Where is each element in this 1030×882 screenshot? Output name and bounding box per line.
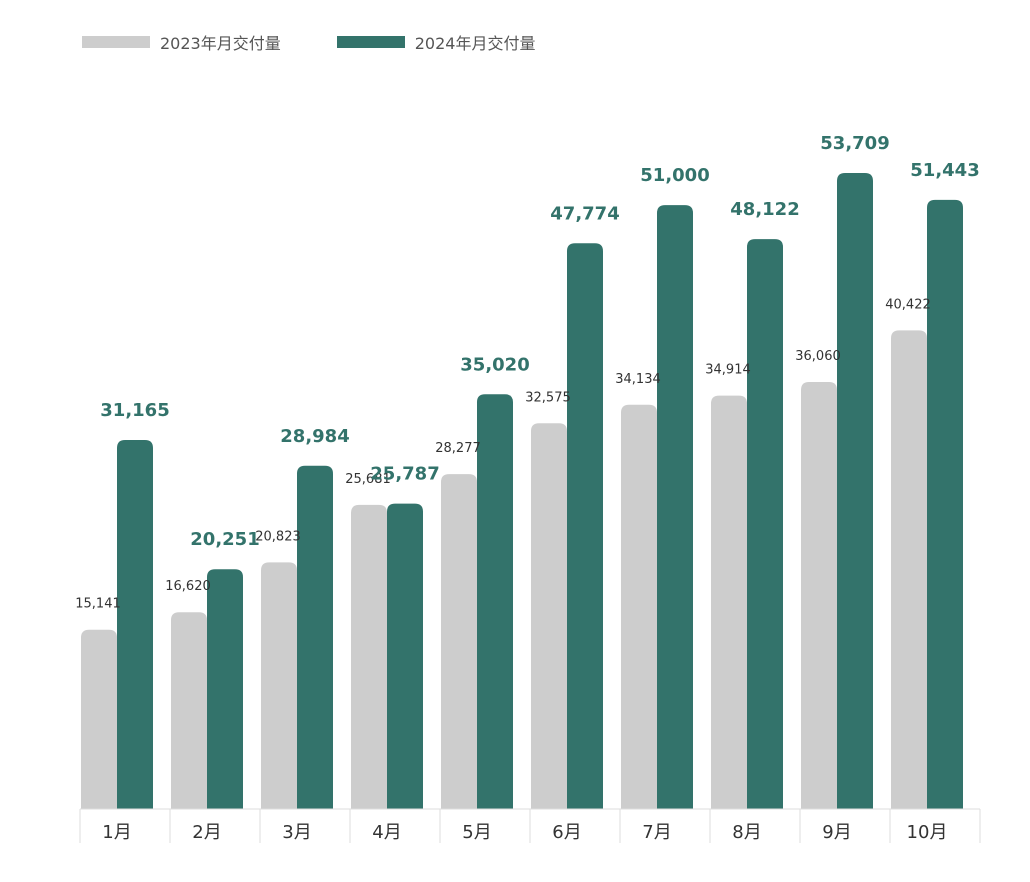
bar-2024-4 [387,503,423,809]
legend-label-2023: 2023年月交付量 [160,34,281,53]
label-2023-7: 34,134 [615,372,661,387]
label-2024-5: 35,020 [460,354,529,375]
legend-item-2023: 2023年月交付量 [82,30,281,54]
bar-2024-2 [207,569,243,809]
label-2024-8: 48,122 [730,199,799,220]
legend-item-2024: 2024年月交付量 [336,30,536,54]
category-label-10: 10月 [907,822,948,843]
label-2023-4: 25,681 [345,472,391,487]
bar-2024-10 [927,199,963,810]
category-label-2: 2月 [192,822,221,843]
bar-2023-5 [441,474,477,809]
label-2023-6: 32,575 [525,390,571,405]
category-label-1: 1月 [102,822,131,843]
label-2024-2: 20,251 [190,529,259,550]
label-2023-5: 28,277 [435,441,481,456]
label-2024-10: 51,443 [910,160,979,181]
label-2024-1: 31,165 [100,400,169,421]
legend: 2023年月交付量 2024年月交付量 [82,30,535,54]
bar-2023-10 [891,330,927,809]
category-label-4: 4月 [372,822,401,843]
label-2023-9: 36,060 [795,349,841,364]
bar-2023-2 [171,612,207,809]
label-2023-10: 40,422 [885,297,931,312]
bar-2024-7 [657,205,693,810]
bar-2023-3 [261,562,297,809]
category-label-8: 8月 [732,822,761,843]
bar-2023-6 [531,423,567,809]
bar-2024-3 [297,465,333,809]
legend-swatch-2023 [82,36,150,48]
label-2023-8: 34,914 [705,363,751,378]
bar-2024-9 [837,173,873,809]
category-label-5: 5月 [462,822,491,843]
bar-2023-8 [711,395,747,809]
bar-2024-8 [747,239,783,810]
category-label-3: 3月 [282,822,311,843]
bar-2024-1 [117,439,153,809]
label-2024-7: 51,000 [640,165,709,186]
label-2023-3: 20,823 [255,529,301,544]
label-2024-9: 53,709 [820,133,889,154]
bar-2024-6 [567,243,603,809]
legend-label-2024: 2024年月交付量 [414,34,536,53]
bar-2023-4 [351,504,387,809]
legend-swatch-2024 [336,36,405,48]
label-2024-6: 47,774 [550,203,619,224]
label-2023-2: 16,620 [165,579,211,594]
label-2024-3: 28,984 [280,426,349,447]
bar-2023-1 [81,629,117,809]
category-label-6: 6月 [552,822,581,843]
category-label-7: 7月 [642,822,671,843]
bar-2023-9 [801,381,837,809]
bar-2024-5 [477,394,513,809]
label-2023-1: 15,141 [75,597,121,612]
category-label-9: 9月 [822,822,851,843]
bar-2023-7 [621,404,657,809]
label-2024-4: 25,787 [370,464,439,485]
